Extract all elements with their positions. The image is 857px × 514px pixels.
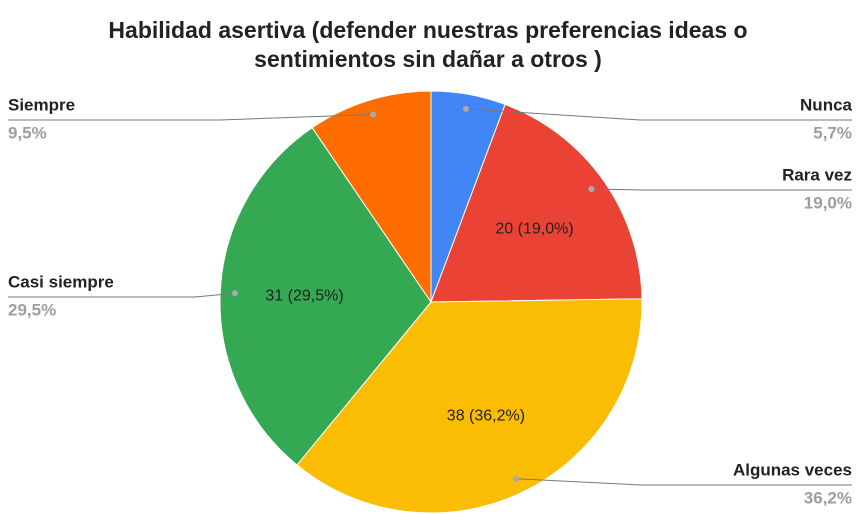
slice-label: 20 (19,0%) [495,220,573,237]
pie-slice [311,90,432,304]
pie-slice [430,103,643,303]
pie-slice [296,298,643,514]
leader-line [516,478,852,486]
percent-label: 9,5% [8,123,47,142]
percent-label: 36,2% [804,488,852,507]
chart-title: sentimientos sin dañar a otros ) [254,46,602,72]
leader-dot [513,475,520,482]
leader-line [8,292,236,298]
legend-label: Nunca [800,95,853,114]
leader-line [466,108,852,121]
percent-label: 29,5% [8,300,56,319]
leader-line [591,188,852,191]
leader-dot [588,186,595,193]
leader-dot [463,105,470,112]
percent-label: 5,7% [813,123,852,142]
legend-label: Casi siempre [8,272,114,291]
leader-dot [231,290,238,297]
legend-label: Algunas veces [733,460,852,479]
chart-title: Habilidad asertiva (defender nuestras pr… [108,17,747,43]
pie-slice [219,126,432,466]
percent-label: 19,0% [804,193,852,212]
legend-label: Rara vez [782,165,852,184]
leader-dot [370,111,377,118]
slice-label: 31 (29,5%) [265,288,343,305]
leader-line [8,113,374,121]
legend-label: Siempre [8,95,75,114]
slice-label: 38 (36,2%) [447,407,525,424]
